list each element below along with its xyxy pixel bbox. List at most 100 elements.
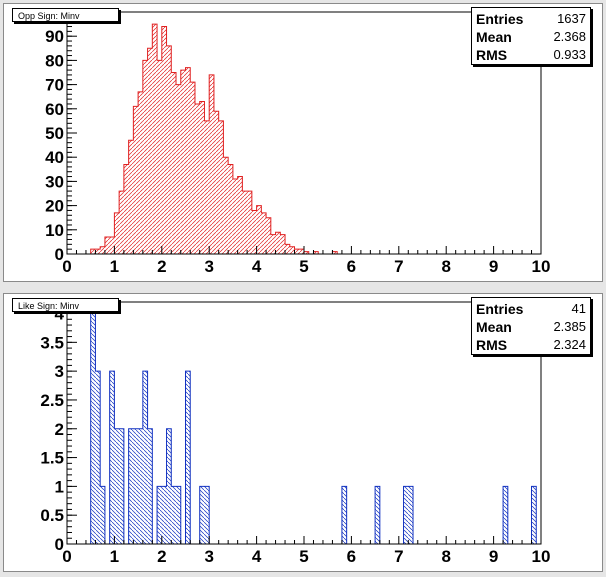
histogram-bin [242, 191, 248, 254]
histogram-bin [299, 249, 304, 254]
histogram-bin [100, 486, 105, 544]
histogram-bin [95, 249, 101, 254]
histogram-bin [270, 234, 276, 254]
x-tick-label: 7 [394, 547, 403, 566]
x-tick-label: 10 [532, 257, 551, 276]
histogram-bin [294, 249, 300, 254]
stats-value: 2.324 [553, 337, 586, 352]
x-tick-label: 8 [441, 257, 450, 276]
y-tick-label: 10 [45, 221, 64, 240]
histogram-bin [204, 120, 210, 255]
y-tick-label: 1 [55, 477, 64, 496]
stats-value: 2.385 [553, 319, 586, 334]
y-tick-label: 50 [45, 124, 64, 143]
x-tick-label: 6 [347, 257, 356, 276]
y-tick-label: 2 [55, 420, 64, 439]
histogram-bin [147, 428, 153, 544]
x-tick-label: 7 [394, 257, 403, 276]
histogram-bin [166, 428, 172, 544]
x-tick-label: 4 [252, 257, 262, 276]
histogram-bin [251, 210, 257, 254]
histogram-bin [95, 371, 101, 544]
histogram-bin [119, 428, 124, 544]
histogram-bin [503, 486, 508, 544]
stats-label: Entries [476, 11, 524, 27]
histogram-bin [171, 486, 177, 544]
y-tick-label: 3.5 [40, 333, 64, 352]
stats-value: 1637 [557, 11, 586, 26]
histogram-bin [161, 26, 167, 254]
histogram-bin [190, 82, 195, 255]
histogram-bin [171, 72, 177, 254]
stats-label: RMS [476, 337, 508, 353]
histogram-bin [209, 74, 214, 254]
histogram-bin [266, 217, 271, 254]
y-tick-label: 30 [45, 172, 64, 191]
histogram-bin [204, 486, 210, 544]
stats-value: 41 [571, 301, 586, 316]
x-tick-label: 10 [532, 547, 551, 566]
histogram-bin [157, 60, 162, 255]
histogram-bin [261, 212, 267, 254]
histogram-bin [114, 212, 120, 254]
x-tick-label: 3 [204, 547, 213, 566]
histogram-bin [256, 205, 262, 254]
x-tick-label: 0 [62, 257, 71, 276]
stats-mean-row: Mean 2.385 [476, 318, 586, 336]
histogram-bin [213, 111, 219, 254]
stats-box: Entries 41 Mean 2.385 RMS 2.324 [471, 297, 591, 355]
x-tick-label: 6 [347, 547, 356, 566]
histogram-bin [147, 48, 153, 254]
x-tick-label: 2 [157, 547, 166, 566]
histogram-bin [100, 246, 105, 254]
histogram-bin [289, 246, 295, 254]
stats-label: Mean [476, 29, 512, 45]
y-tick-label: 3 [55, 362, 64, 381]
stats-label: RMS [476, 47, 508, 63]
histogram-bin [408, 486, 414, 544]
x-tick-label: 1 [110, 257, 119, 276]
histogram-bin [199, 486, 205, 544]
histogram-bin [128, 428, 134, 544]
y-tick-label: 90 [45, 27, 64, 46]
histogram-bin [199, 101, 205, 254]
histogram-title: Like Sign: Minv [12, 298, 119, 312]
y-tick-label: 0.5 [40, 506, 64, 525]
histogram-bin [114, 428, 120, 544]
histogram-panel-like-sign: 0 1 2 3 4 5 6 7 8 9 10 0 0.5 1 1.5 2 2.5 3 3.5 4 Like Sign:… [3, 293, 603, 572]
histogram-bin [304, 251, 309, 254]
opp-sign-histogram-plot: 0 1 2 3 4 5 6 7 8 9 10 0 10 20 30 40 50 60 70 80 90 [45, 11, 551, 276]
histogram-bin [176, 84, 181, 254]
stats-label: Mean [476, 319, 512, 335]
histogram-bin [237, 176, 243, 254]
stats-mean-row: Mean 2.368 [476, 28, 586, 46]
x-tick-label: 1 [110, 547, 119, 566]
histogram-bin [109, 237, 115, 254]
y-tick-label: 0 [55, 535, 64, 554]
x-tick-label: 8 [441, 547, 450, 566]
histogram-bin [275, 232, 281, 254]
histogram-panel-opp-sign: 0 1 2 3 4 5 6 7 8 9 10 0 10 20 30 40 50 60 70 80 90 Opp Sign… [3, 3, 603, 282]
like-sign-histogram-plot: 0 1 2 3 4 5 6 7 8 9 10 0 0.5 1 1.5 2 2.5 3 3.5 4 [40, 301, 551, 566]
histogram-bin [142, 60, 148, 255]
x-tick-label: 2 [157, 257, 166, 276]
y-tick-label: 80 [45, 51, 64, 70]
histogram-bin [341, 486, 347, 544]
histogram-bin [223, 157, 229, 254]
histogram-bin [161, 486, 167, 544]
histogram-bin [531, 486, 537, 544]
stats-label: Entries [476, 301, 524, 317]
histogram-bin [157, 486, 162, 544]
histogram-bin [247, 191, 252, 254]
histogram-bin [138, 428, 143, 544]
stats-entries-row: Entries 1637 [476, 10, 586, 28]
histogram-bin [375, 486, 380, 544]
x-tick-label: 5 [299, 547, 308, 566]
histogram-bin [104, 237, 110, 254]
y-tick-label: 2.5 [40, 391, 64, 410]
histogram-title: Opp Sign: Minv [12, 8, 119, 22]
histogram-bin [138, 91, 143, 254]
histogram-bin [90, 249, 96, 254]
histogram-bin [194, 103, 200, 255]
y-tick-label: 0 [55, 245, 64, 264]
